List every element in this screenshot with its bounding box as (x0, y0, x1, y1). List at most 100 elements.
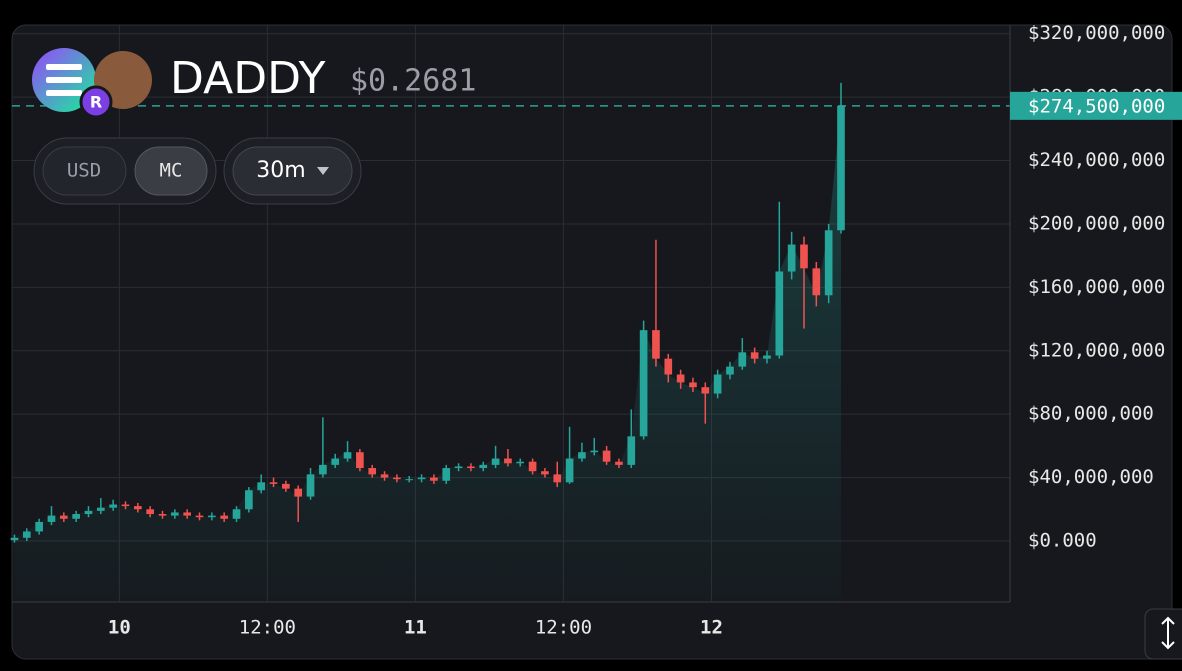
dex-badge-letter: R (90, 93, 102, 112)
candle-body (368, 468, 377, 475)
candle-body (800, 244, 808, 269)
candle-body (195, 515, 204, 518)
candle-body (553, 474, 562, 483)
dropdown-caret (317, 167, 329, 175)
y-tick-label: $320,000,000 (1028, 22, 1165, 44)
x-tick-label: 12 (700, 617, 723, 639)
candle-body (787, 244, 796, 272)
candle-body (294, 488, 303, 497)
candle-body (356, 452, 364, 469)
candle-body (331, 458, 340, 465)
candle-body (306, 474, 315, 497)
candle-body (442, 468, 451, 481)
candle-body (171, 512, 179, 516)
candle-body (245, 490, 253, 510)
candle-body (22, 531, 31, 538)
candle-body (146, 509, 154, 515)
candle-body (652, 330, 660, 359)
scale-icon (1161, 616, 1175, 650)
candle-body (479, 464, 488, 469)
y-tick-label: $120,000,000 (1028, 339, 1165, 361)
candle-body (269, 482, 278, 484)
y-tick-label: $240,000,000 (1028, 149, 1165, 171)
candle-body (824, 230, 833, 296)
candle-body (393, 477, 401, 480)
candle-body (516, 461, 525, 464)
y-tick-label: $200,000,000 (1028, 212, 1165, 234)
candle-body (220, 515, 229, 519)
candle-body (738, 352, 747, 367)
candle-body (812, 268, 821, 296)
interval-button[interactable] (232, 146, 353, 196)
candle-body (590, 450, 599, 453)
candle-body (84, 510, 93, 515)
candle-body (72, 514, 80, 519)
candle-body (701, 387, 710, 394)
candle-body (639, 330, 648, 437)
token-price: $0.2681 (350, 64, 476, 99)
candle-body (417, 477, 426, 480)
candle-body (380, 474, 389, 478)
y-tick-label: $0.000 (1028, 529, 1097, 551)
y-tick-label: $160,000,000 (1028, 276, 1165, 298)
dex-badge (79, 85, 113, 119)
mc-label: MC (160, 160, 183, 182)
candle-body (837, 105, 845, 231)
usd-label: USD (67, 160, 101, 182)
candle-body (10, 537, 19, 541)
x-tick-label: 12:00 (239, 617, 296, 639)
candle-body (405, 479, 414, 481)
candle-body (158, 514, 167, 516)
candle-body (664, 358, 673, 375)
candle-body (565, 458, 574, 483)
x-tick-label: 11 (404, 617, 427, 639)
candle-body (726, 366, 734, 375)
candle-body (282, 483, 290, 489)
mc-button[interactable] (134, 146, 208, 196)
candle-body (491, 458, 500, 465)
candle-body (121, 504, 130, 507)
token-name: DADDY (170, 53, 326, 104)
current-price-label: $274,500,000 (1028, 95, 1165, 117)
candle-body (232, 509, 241, 519)
candle-body (676, 374, 685, 383)
candle-body (578, 452, 586, 459)
candle-body (713, 374, 722, 394)
candle-body (541, 471, 549, 475)
x-tick-label: 10 (108, 617, 131, 639)
candle-body (343, 452, 352, 459)
candle-body (750, 352, 759, 359)
interval-label: 30m (256, 158, 305, 183)
current-price-box (1010, 91, 1182, 120)
candle-body (467, 466, 475, 469)
y-tick-label: $80,000,000 (1028, 403, 1154, 425)
candle-body (35, 521, 43, 532)
candle-body (454, 466, 463, 469)
candle-body (59, 515, 68, 519)
candle-body (615, 461, 623, 465)
chain-logo-mark (46, 64, 82, 96)
area (14, 105, 841, 602)
scale-toggle[interactable] (1144, 608, 1182, 660)
candle-body (528, 461, 537, 472)
usd-button[interactable] (42, 146, 127, 196)
candle-body (208, 515, 216, 518)
candle-body (257, 482, 266, 491)
candle-body (183, 512, 191, 516)
candle-body (109, 504, 117, 508)
candle-body (504, 458, 512, 464)
candle-body (689, 382, 697, 388)
candle-body (775, 271, 784, 356)
candle-body (319, 464, 327, 475)
candle-body (602, 450, 611, 462)
x-tick-label: 12:00 (535, 617, 592, 639)
candle-body (47, 515, 56, 522)
candle-body (430, 477, 438, 481)
candle-body (134, 506, 142, 510)
candle-body (627, 436, 636, 465)
y-tick-label: $40,000,000 (1028, 466, 1154, 488)
candle-body (96, 507, 105, 511)
candle-body (763, 355, 771, 359)
